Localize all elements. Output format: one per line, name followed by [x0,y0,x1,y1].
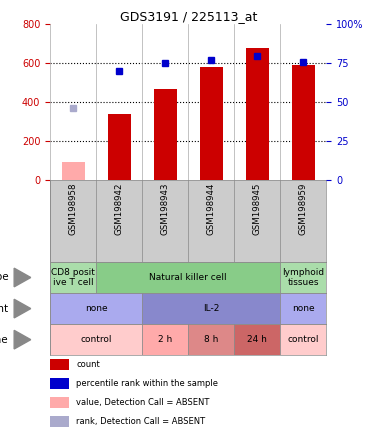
Text: percentile rank within the sample: percentile rank within the sample [76,379,218,388]
Bar [50,262,96,293]
Bar [246,48,269,180]
Text: GSM198945: GSM198945 [253,182,262,235]
Text: cell type: cell type [0,273,9,282]
Text: CD8 posit
ive T cell: CD8 posit ive T cell [51,268,95,287]
Bar [50,324,142,355]
Bar [280,293,326,324]
Text: GSM198944: GSM198944 [207,182,216,235]
Text: GSM198942: GSM198942 [115,182,124,235]
Bar [62,163,85,180]
Text: 24 h: 24 h [247,335,267,344]
Bar [280,324,326,355]
Text: 8 h: 8 h [204,335,219,344]
Text: time: time [0,335,9,345]
Bar [142,324,188,355]
Text: GSM198959: GSM198959 [299,182,308,235]
Text: control: control [288,335,319,344]
Text: GSM198943: GSM198943 [161,182,170,235]
Polygon shape [14,268,31,287]
Text: Natural killer cell: Natural killer cell [150,273,227,282]
Polygon shape [14,330,31,349]
Text: agent: agent [0,304,9,313]
Text: none: none [292,304,315,313]
Text: rank, Detection Call = ABSENT: rank, Detection Call = ABSENT [76,417,205,426]
Text: value, Detection Call = ABSENT: value, Detection Call = ABSENT [76,398,210,407]
Bar [154,90,177,180]
Bar [96,262,280,293]
Text: 2 h: 2 h [158,335,173,344]
Bar [280,262,326,293]
Bar [108,114,131,180]
Polygon shape [14,299,31,318]
Bar [142,293,280,324]
Bar [200,67,223,180]
Text: GSM198958: GSM198958 [69,182,78,235]
Bar [188,324,234,355]
Bar [292,65,315,180]
Text: count: count [76,360,100,369]
Text: lymphoid
tissues: lymphoid tissues [282,268,325,287]
Text: control: control [81,335,112,344]
Title: GDS3191 / 225113_at: GDS3191 / 225113_at [119,10,257,23]
Bar [50,293,142,324]
Text: none: none [85,304,108,313]
Bar [234,324,280,355]
Text: IL-2: IL-2 [203,304,220,313]
